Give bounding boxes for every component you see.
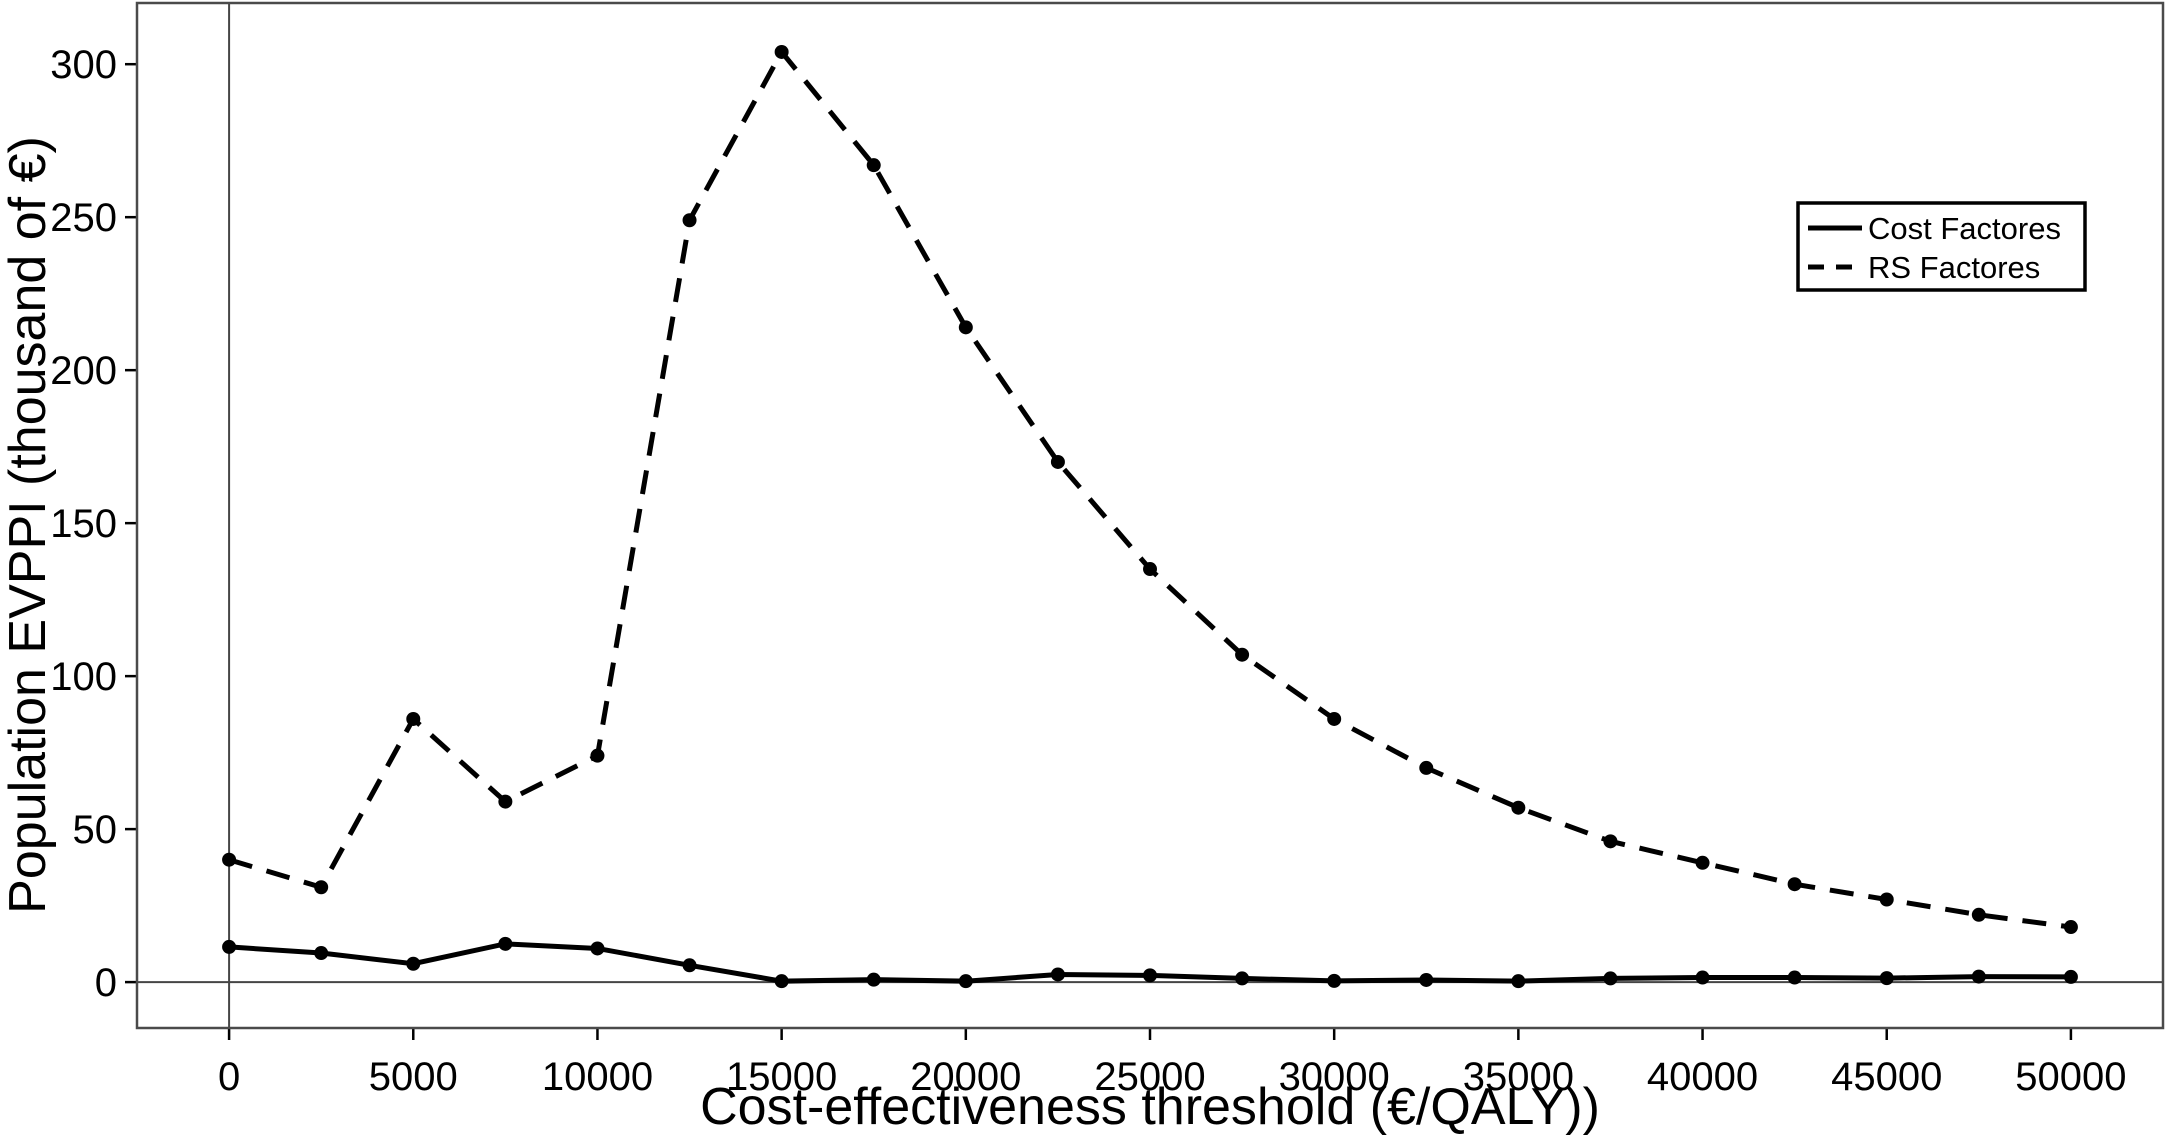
data-point [2063, 920, 2078, 935]
plot-panel-border [135, 1, 2165, 1030]
data-point [1603, 971, 1618, 986]
data-point [1143, 968, 1157, 983]
y-tick-label: 200 [50, 349, 117, 393]
data-point [1327, 711, 1342, 726]
x-tick-label: 35000 [1463, 1055, 1574, 1099]
data-point [866, 972, 881, 987]
data-point [1695, 855, 1710, 870]
data-point [1235, 647, 1250, 662]
data-point [406, 956, 421, 971]
data-point [958, 320, 973, 335]
data-point [1511, 974, 1526, 989]
legend: Cost Factores RS Factores [1796, 201, 2087, 292]
legend-box [1796, 201, 2087, 292]
y-tick-label: 100 [50, 655, 117, 699]
data-point [498, 936, 513, 951]
data-point [1603, 834, 1618, 849]
x-tick-label: 30000 [1279, 1055, 1390, 1099]
data-point [682, 213, 697, 228]
y-tick-label: 50 [73, 808, 118, 852]
data-point [314, 880, 329, 895]
y-tick-label: 150 [50, 502, 117, 546]
data-point [1971, 907, 1986, 922]
data-point [590, 941, 605, 956]
x-tick-label: 45000 [1831, 1055, 1942, 1099]
data-point [1235, 971, 1250, 986]
data-point [1050, 454, 1065, 469]
y-tick-label: 300 [50, 43, 117, 87]
data-point [1879, 892, 1894, 907]
x-tick-label: 20000 [910, 1055, 1021, 1099]
data-point [1327, 973, 1342, 988]
data-point [1971, 969, 1986, 984]
data-point [1879, 971, 1894, 986]
y-axis-title: Population EVPPI (thousand of €) [0, 136, 57, 914]
data-point [314, 946, 329, 961]
data-point [1419, 972, 1434, 987]
data-point [1787, 970, 1802, 985]
data-point [774, 974, 789, 989]
data-point [222, 852, 237, 867]
data-point [958, 974, 973, 989]
x-tick-label: 5000 [369, 1055, 458, 1099]
x-tick-label: 40000 [1647, 1055, 1758, 1099]
data-point [1419, 760, 1434, 775]
data-point [222, 939, 237, 954]
x-tick-label: 10000 [542, 1055, 653, 1099]
data-point [774, 44, 789, 59]
x-tick-label: 15000 [726, 1055, 837, 1099]
data-point [498, 794, 513, 809]
plot-layer: 0 50 100 150 200 250 300 0 5000 10000 15000 20000 25… [50, 3, 2163, 1099]
x-tick-label: 50000 [2015, 1055, 2126, 1099]
data-point [1511, 800, 1526, 815]
x-tick-label: 25000 [1094, 1055, 1205, 1099]
legend-label-rs-factores: RS Factores [1868, 250, 2040, 285]
data-point [1695, 970, 1710, 985]
data-point [866, 158, 881, 173]
data-point [590, 748, 605, 763]
data-point [1050, 967, 1065, 982]
x-axis-title: Cost-effectiveness threshold (€/QALY)) [700, 1078, 1600, 1136]
data-point [1143, 562, 1157, 577]
data-point [2063, 969, 2078, 984]
y-tick-label: 250 [50, 196, 117, 240]
data-point [1787, 877, 1802, 892]
y-tick-label: 0 [95, 961, 117, 1005]
data-point [682, 958, 697, 973]
x-tick-label: 0 [218, 1055, 240, 1099]
data-point [406, 711, 421, 726]
legend-label-cost-factores: Cost Factores [1868, 211, 2061, 246]
